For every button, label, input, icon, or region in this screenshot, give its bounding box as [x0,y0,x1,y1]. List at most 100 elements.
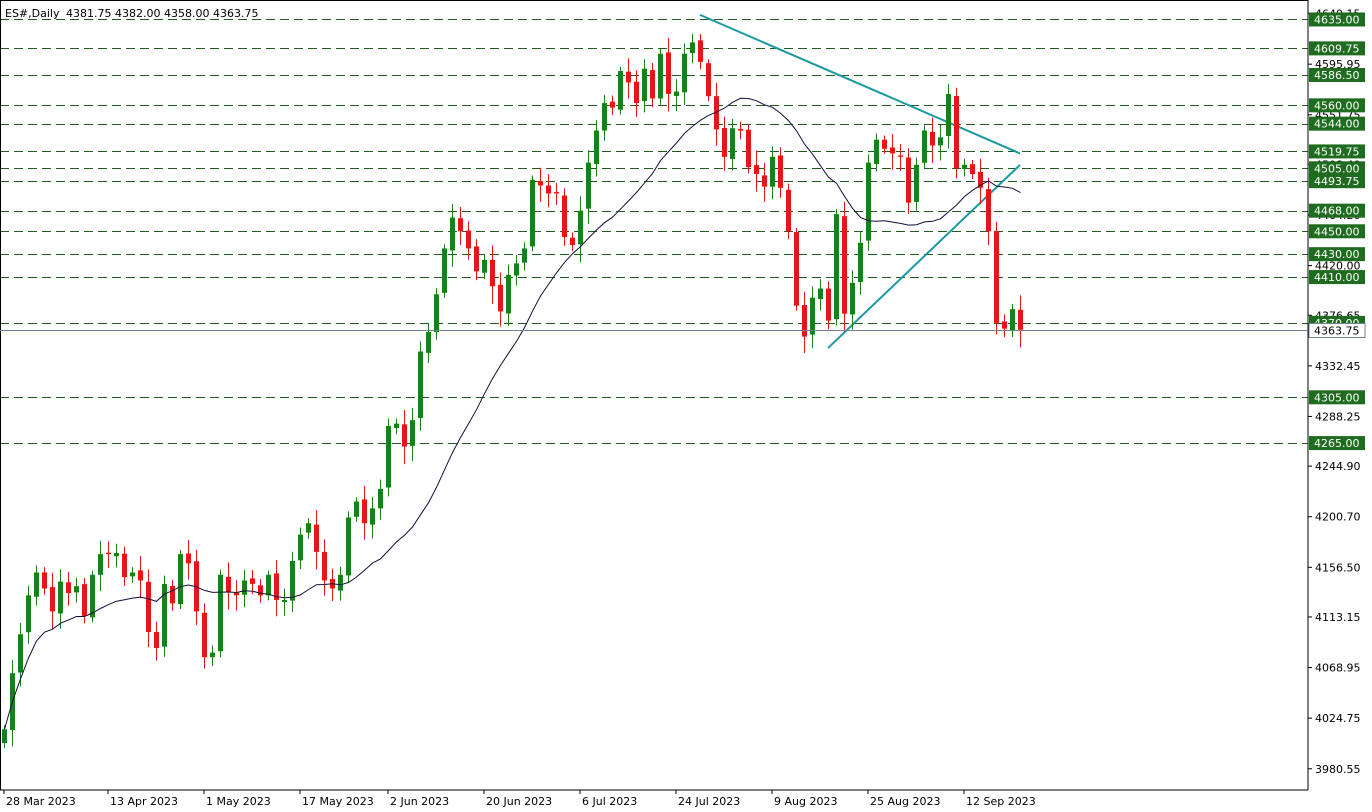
candle-body [970,164,975,175]
candle-body [914,164,919,202]
candle-body [26,595,31,633]
candle-body [82,584,87,616]
level-label-text: 4493.75 [1314,175,1360,188]
chart-ohlc: 4381.75 4382.00 4358.00 4363.75 [66,7,258,20]
candle-body [362,499,367,524]
candle-body [578,210,583,245]
candle-body [906,157,911,203]
candle-body [994,231,999,323]
level-label-box [1309,12,1365,27]
price-tick-label: 4244.90 [1315,460,1361,473]
candle-body [794,231,799,306]
level-label-text: 4586.50 [1314,69,1360,82]
candle-body [898,155,903,157]
candle-body [786,189,791,232]
candle-body [962,164,967,169]
time-tick-label: 2 Jun 2023 [390,795,449,808]
price-tick-label: 4200.70 [1315,511,1361,524]
candle-body [386,425,391,488]
price-tick-label: 4113.15 [1315,611,1361,624]
level-label-box [1309,116,1365,131]
candle-body [242,580,247,595]
level-label-text: 4305.00 [1314,391,1360,404]
price-tick-label: 4420.00 [1315,260,1361,273]
candle-body [530,179,535,247]
candle-body [322,551,327,581]
candle-body [802,305,807,337]
candle-body [522,248,527,263]
candle-body [178,554,183,605]
candle-body [882,139,887,149]
candle-body [98,554,103,575]
candle-body [706,63,711,97]
candle-body [66,582,71,594]
level-label-box [1309,41,1365,56]
candle-body [594,130,599,164]
candle-body [186,553,191,564]
current-price-label: 4363.75 [1314,325,1360,338]
candle-body [162,583,167,647]
current-price-marker: 4363.75 [0,323,1366,338]
price-tick-label: 4024.75 [1315,712,1361,725]
chart-symbol: ES#,Daily [5,7,60,20]
time-tick-label: 6 Jul 2023 [582,795,637,808]
candle-body [314,524,319,552]
level-label-text: 4468.00 [1314,205,1360,218]
candle-body [250,578,255,584]
candle-body [1010,309,1015,331]
candle-body [722,128,727,157]
candle-body [498,284,503,312]
candle-body [2,729,7,744]
candle-body [562,195,567,237]
candle-body [226,576,231,592]
candle-body [922,130,927,163]
level-label-text: 4265.00 [1314,437,1360,450]
price-tick-label: 4156.50 [1315,561,1361,574]
time-tick-label: 17 May 2023 [302,795,374,808]
time-tick-label: 12 Sep 2023 [966,795,1036,808]
candle-body [930,131,935,146]
candle-body [570,237,575,246]
time-tick-label: 25 Aug 2023 [870,795,940,808]
candle-body [690,42,695,54]
candle-body [730,128,735,159]
time-ticks: 28 Mar 2023 13 Apr 2023 1 May 2023 17 May 2… [3,790,1036,808]
candle-body [770,156,775,187]
candle-body [218,574,223,652]
candle-body [586,162,591,209]
candle-body [642,68,647,101]
candle-body [746,129,751,168]
level-label-text: 4544.00 [1314,118,1360,131]
candle-body [826,288,831,321]
candle-body [466,230,471,249]
price-tick-label: 4332.45 [1315,360,1361,373]
candle-body [698,40,703,62]
candle-body [114,553,119,557]
candle-body [458,218,463,232]
candle-body [210,652,215,658]
candle-body [946,93,951,137]
candle-body [626,71,631,83]
level-label-box [1309,390,1365,405]
candle-body [842,216,847,314]
candle-body [754,165,759,175]
candle-body [74,586,79,593]
candle-body [298,534,303,561]
candle-body [506,274,511,314]
candles [2,34,1023,749]
candle-body [938,137,943,146]
candle-body [602,103,607,131]
candle-body [122,553,127,578]
candle-body [410,420,415,446]
candle-body [834,214,839,320]
candle-body [306,523,311,533]
candle-body [866,162,871,241]
candle-body [666,52,671,94]
level-label-text: 4519.75 [1314,145,1360,158]
candle-body [658,53,663,99]
level-label-box [1309,98,1365,113]
moving-average-line [4,97,1021,730]
candle-body [346,517,351,576]
candle-body [138,570,143,581]
